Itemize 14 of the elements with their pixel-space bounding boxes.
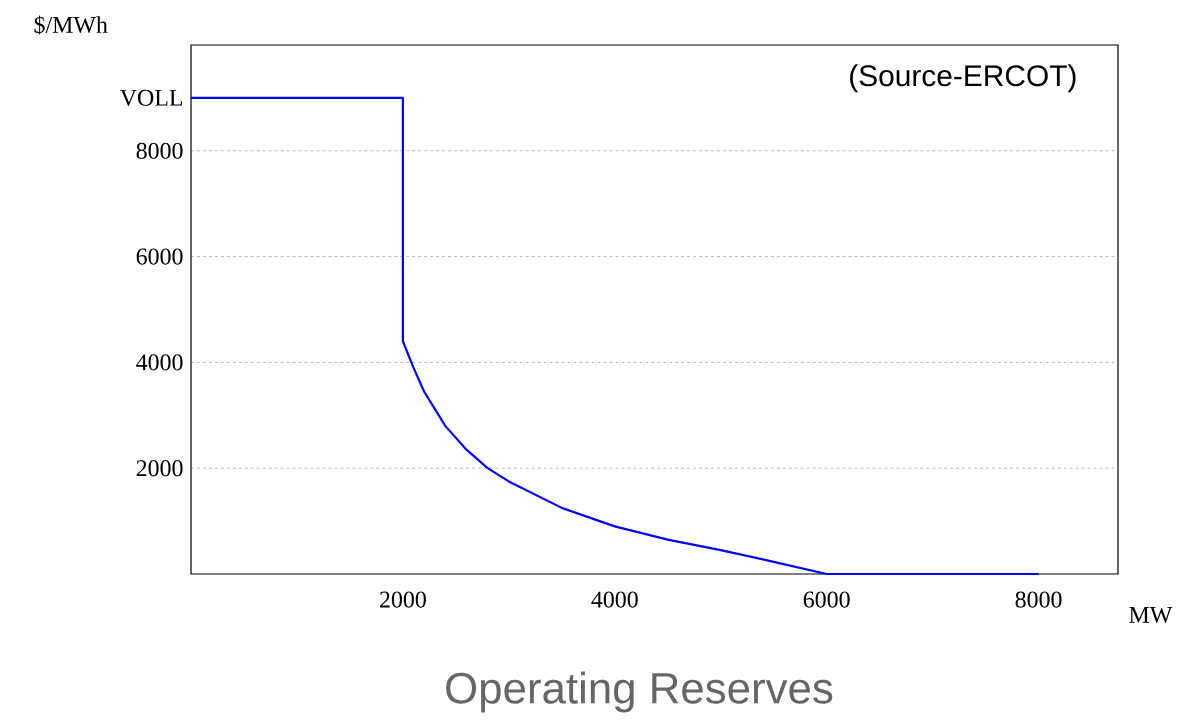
x-tick-label: 4000 xyxy=(591,591,638,608)
x-axis-title: MW xyxy=(1129,606,1173,623)
x-tick-label: 8000 xyxy=(1015,591,1062,608)
y-tick-label: 2000 xyxy=(136,460,183,477)
text: Operating Reserves xyxy=(446,671,833,713)
x-tick-label: 6000 xyxy=(803,591,850,608)
y-tick-label: 4000 xyxy=(136,354,183,371)
x-tick-label: 2000 xyxy=(380,591,426,608)
y-tick-label: 6000 xyxy=(136,248,183,265)
line-series xyxy=(189,96,1040,576)
y-axis-title: $/MWh xyxy=(34,15,108,35)
y-tick-label: 8000 xyxy=(136,142,183,159)
annotation: (Source-ERCOT) xyxy=(850,64,1076,93)
y-tick-label: VOLL xyxy=(120,89,183,106)
